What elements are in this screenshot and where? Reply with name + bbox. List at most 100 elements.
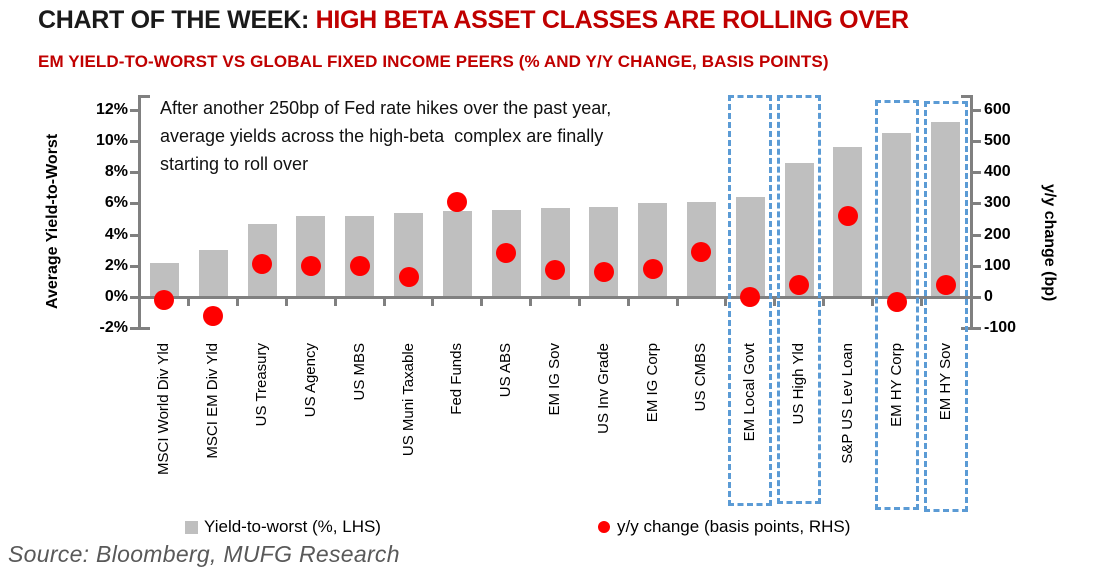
category-label: US Inv Grade (594, 343, 612, 434)
category-label: US Agency (301, 343, 319, 418)
dot-em-local-govt (740, 287, 761, 307)
dot-legend-label: y/y change (basis points, RHS) (617, 517, 851, 536)
dot-em-hy-sov (935, 274, 956, 295)
dot-msci-world-div-yld (154, 290, 175, 311)
x-axis-tick (333, 299, 337, 306)
left-axis-tick-label: 4% (104, 225, 128, 243)
right-axis-tick (973, 171, 981, 175)
bar-legend-swatch (185, 520, 198, 534)
x-axis-tick (724, 299, 728, 306)
left-axis-tick (130, 108, 138, 112)
right-axis-tick (973, 202, 981, 206)
dot-us-abs (496, 243, 517, 264)
left-axis-tick-label: 12% (95, 100, 128, 118)
left-axis-tick-label: 2% (104, 256, 128, 274)
highlight-box-em-local-govt (728, 95, 773, 506)
left-axis-tick (130, 233, 138, 237)
left-axis-tick-label: 6% (104, 194, 128, 212)
category-label: MSCI EM Div Yld (204, 343, 222, 459)
category-label: S&P US Lev Loan (838, 343, 856, 464)
dot-us-high-yld (789, 274, 810, 295)
left-axis-foot-bottom (138, 327, 150, 330)
annotation-line: starting to roll over (160, 154, 309, 174)
x-axis-tick (529, 299, 533, 306)
x-axis-tick (382, 299, 386, 306)
x-axis-tick (919, 299, 923, 306)
left-axis-tick-label: 10% (95, 132, 128, 149)
bar-em-ig-sov (540, 208, 570, 297)
bar-em-local-govt (735, 197, 765, 297)
dot-us-cmbs (691, 241, 712, 262)
right-axis-tick-label: 200 (984, 225, 1011, 243)
bar-em-hy-corp (882, 133, 912, 297)
x-axis-tick (284, 299, 288, 306)
category-label: US MBS (350, 343, 368, 401)
x-axis-tick (773, 299, 777, 306)
x-axis-tick (822, 299, 826, 306)
right-axis-tick-label: 100 (984, 256, 1011, 274)
left-axis-tick (130, 171, 138, 175)
dot-fed-funds (447, 191, 468, 212)
right-axis-tick (973, 233, 981, 237)
legend-item-yield: Yield-to-worst (%, LHS) (185, 517, 381, 537)
highlight-box-us-high-yld (777, 95, 822, 504)
right-axis-tick-label: 400 (984, 163, 1011, 181)
x-axis-tick (236, 299, 240, 306)
x-axis-tick (626, 299, 630, 306)
bar-em-ig-corp (638, 203, 668, 297)
title-prefix: CHART OF THE WEEK: (38, 6, 316, 34)
dot-us-agency (300, 255, 321, 276)
right-axis-foot-top (961, 95, 973, 98)
dot-s-p-us-lev-loan (837, 205, 858, 226)
category-label: EM IG Sov (546, 343, 563, 416)
right-axis-tick (973, 264, 981, 268)
dot-us-treasury (252, 254, 273, 275)
chart-annotation: After another 250bp of Fed rate hikes ov… (160, 94, 611, 178)
right-axis-tick-label: 500 (984, 132, 1011, 149)
highlight-box-em-hy-sov (923, 101, 968, 512)
right-axis-tick (973, 108, 981, 112)
chart-subtitle: EM YIELD-TO-WORST VS GLOBAL FIXED INCOME… (38, 52, 829, 71)
left-axis-tick (130, 264, 138, 268)
annotation-line: After another 250bp of Fed rate hikes ov… (160, 98, 612, 118)
left-axis-tick (130, 140, 138, 143)
bar-legend-label: Yield-to-worst (%, LHS) (204, 517, 381, 536)
left-axis-tick (130, 296, 138, 299)
left-axis-tick-label: -2% (99, 319, 128, 337)
right-axis-tick (973, 327, 981, 331)
category-label: MSCI World Div Yld (155, 343, 173, 475)
x-axis-tick (870, 299, 874, 306)
dot-us-inv-grade (593, 262, 614, 283)
dot-em-ig-corp (642, 258, 663, 279)
right-axis-tick-label: 0 (984, 288, 993, 305)
dot-legend-swatch (598, 521, 610, 533)
left-axis-tick (130, 202, 138, 206)
legend-item-yy-change: y/y change (basis points, RHS) (598, 517, 850, 537)
right-axis-line (970, 95, 973, 330)
x-axis-baseline (137, 296, 975, 299)
bar-fed-funds (442, 211, 472, 297)
right-axis-tick-label: 300 (984, 194, 1011, 212)
x-axis-tick (431, 299, 435, 306)
source-note: Source: Bloomberg, MUFG Research (8, 541, 400, 567)
dot-us-mbs (349, 255, 370, 276)
dot-em-hy-corp (886, 291, 907, 312)
category-label: US CMBS (692, 343, 710, 412)
dot-em-ig-sov (545, 260, 565, 281)
left-axis-tick-label: 8% (104, 163, 128, 181)
right-axis-tick-label: -100 (984, 319, 1017, 337)
category-label: US Muni Taxable (399, 343, 417, 457)
category-label: US Treasury (253, 343, 271, 427)
x-axis-tick (577, 299, 581, 306)
dot-us-muni-taxable (398, 266, 419, 287)
x-axis-tick (675, 299, 679, 306)
title-highlight: HIGH BETA ASSET CLASSES ARE ROLLING OVER (315, 6, 909, 34)
left-axis-tick-label: 0% (104, 288, 128, 305)
right-axis-title: y/y change (bp) (1041, 184, 1058, 302)
dot-msci-em-div-yld (203, 305, 224, 326)
left-axis-line (138, 95, 141, 330)
left-axis-tick (130, 327, 138, 331)
right-axis-tick-label: 600 (984, 100, 1011, 118)
right-axis-tick (973, 140, 981, 143)
